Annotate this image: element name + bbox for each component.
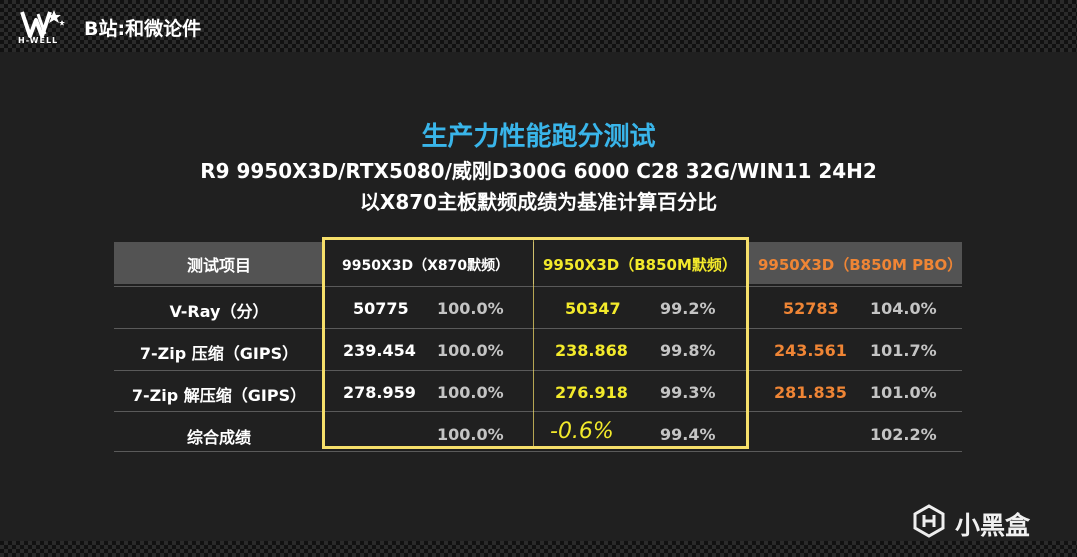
hwell-logo-icon <box>20 10 65 38</box>
row-divider <box>114 370 962 371</box>
pct-pbo: 104.0% <box>870 299 937 318</box>
header-band <box>0 0 1077 52</box>
watermark-text: 小黑盒 <box>955 511 1031 540</box>
pct-x870: 100.0% <box>437 383 504 402</box>
channel-label: B站:和微论件 <box>84 18 202 40</box>
row-divider <box>114 328 962 329</box>
pct-b850: 99.4% <box>660 425 716 444</box>
column-header-item: 测试项目 <box>186 256 251 275</box>
pct-b850: 99.3% <box>660 383 716 402</box>
footer-band <box>0 541 1077 557</box>
row-label: 7-Zip 压缩（GIPS） <box>139 344 299 363</box>
pct-b850: 99.2% <box>660 299 716 318</box>
xiaoheihe-logo-icon <box>913 504 945 538</box>
value-b850: 238.868 <box>555 341 628 360</box>
highlight-box <box>322 237 749 449</box>
row-label: V-Ray（分） <box>169 302 269 321</box>
chart-note: 以X870主板默频成绩为基准计算百分比 <box>359 190 718 214</box>
pct-x870: 100.0% <box>437 299 504 318</box>
row-divider <box>114 286 962 287</box>
chart-subtitle: R9 9950X3D/RTX5080/威刚D300G 6000 C28 32G/… <box>200 159 877 183</box>
value-pbo: 52783 <box>783 299 839 318</box>
pct-x870: 100.0% <box>437 425 504 444</box>
value-x870: 50775 <box>353 299 409 318</box>
value-pbo: 281.835 <box>774 383 847 402</box>
value-b850: 50347 <box>565 299 621 318</box>
row-divider <box>114 411 962 412</box>
pct-pbo: 101.7% <box>870 341 937 360</box>
value-x870: 239.454 <box>343 341 416 360</box>
pct-b850: 99.8% <box>660 341 716 360</box>
row-label: 综合成绩 <box>186 428 251 447</box>
diff-annotation: -0.6% <box>550 419 614 444</box>
header-bg-pbo <box>749 242 962 284</box>
column-header-b850: 9950X3D（B850M默频） <box>543 256 737 274</box>
highlight-divider <box>533 240 534 446</box>
logo-text: H-WELL <box>18 36 59 45</box>
pct-x870: 100.0% <box>437 341 504 360</box>
value-pbo: 243.561 <box>774 341 847 360</box>
row-divider <box>114 451 962 452</box>
chart-title: 生产力性能跑分测试 <box>421 122 656 152</box>
column-header-pbo: 9950X3D（B850M PBO） <box>758 256 963 274</box>
pct-pbo: 102.2% <box>870 425 937 444</box>
value-x870: 278.959 <box>343 383 416 402</box>
row-label: 7-Zip 解压缩（GIPS） <box>131 386 307 405</box>
header-bg-item <box>114 242 322 284</box>
pct-pbo: 101.0% <box>870 383 937 402</box>
value-b850: 276.918 <box>555 383 628 402</box>
column-header-x870: 9950X3D（X870默频） <box>342 258 510 274</box>
